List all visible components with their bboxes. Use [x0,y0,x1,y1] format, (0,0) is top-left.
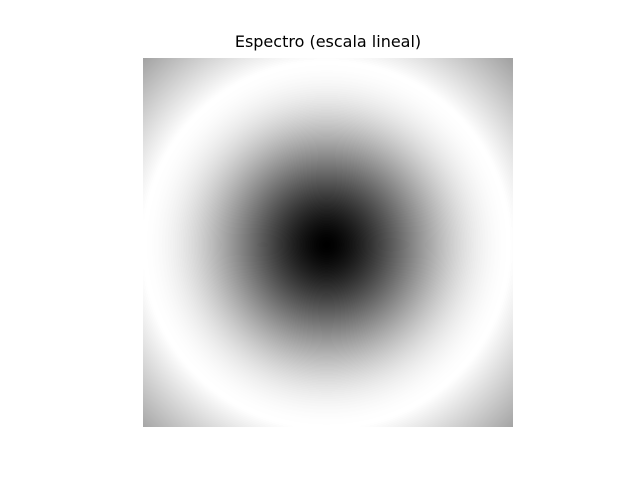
chart-title: Espectro (escala lineal) [143,32,513,51]
spectrum-heatmap [143,58,513,427]
